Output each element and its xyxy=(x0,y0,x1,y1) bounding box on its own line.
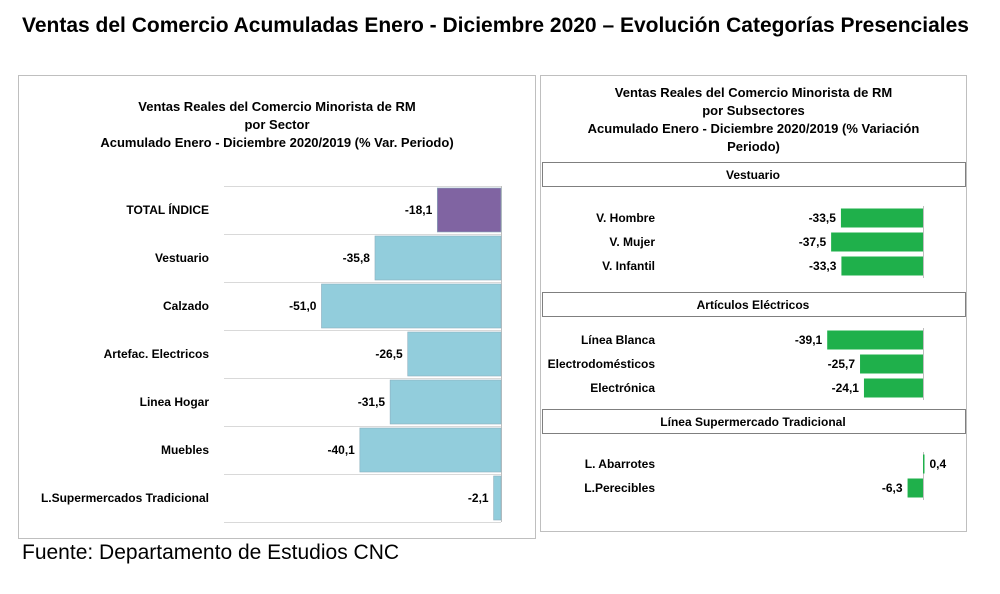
subsector-chart-title-line: por Subsectores xyxy=(702,103,805,118)
category-label: Electrónica xyxy=(590,381,655,395)
subsector-bar xyxy=(860,354,923,374)
subsector-chart-title-line: Acumulado Enero - Diciembre 2020/2019 (%… xyxy=(587,121,920,136)
category-label: Línea Blanca xyxy=(581,333,655,347)
category-label: L.Perecibles xyxy=(584,481,655,495)
sector-bar xyxy=(493,475,502,521)
sector-chart-title-line: Acumulado Enero - Diciembre 2020/2019 (%… xyxy=(100,135,454,150)
data-label: -40,1 xyxy=(327,443,355,457)
data-label: -2,1 xyxy=(468,491,489,505)
sector-chart-title-line: por Sector xyxy=(244,117,310,132)
category-label: Linea Hogar xyxy=(140,395,210,409)
group-header-box xyxy=(542,162,966,187)
category-label: V. Infantil xyxy=(602,259,655,273)
subsector-bar xyxy=(831,232,923,252)
source-note: Fuente: Departamento de Estudios CNC xyxy=(22,541,400,564)
subsector-bar xyxy=(863,378,923,398)
sector-bar xyxy=(321,283,502,329)
category-label: V. Hombre xyxy=(596,211,655,225)
data-label: -26,5 xyxy=(375,347,403,361)
data-label: -33,3 xyxy=(809,259,837,273)
subsector-bar xyxy=(923,454,925,474)
data-label: -37,5 xyxy=(799,235,827,249)
subsector-bar xyxy=(827,330,923,350)
category-label: Electrodomésticos xyxy=(548,357,656,371)
subsector-chart-title: Ventas Reales del Comercio Minorista de … xyxy=(541,84,966,156)
data-label: 0,4 xyxy=(930,457,947,471)
group-header-label: Línea Supermercado Tradicional xyxy=(660,415,845,429)
sector-bar xyxy=(389,379,502,425)
category-label: Calzado xyxy=(163,299,209,313)
category-label: Artefac. Electricos xyxy=(104,347,210,361)
sector-chart-title-line: Ventas Reales del Comercio Minorista de … xyxy=(138,99,416,114)
subsector-bar xyxy=(840,208,923,228)
data-label: -24,1 xyxy=(832,381,860,395)
category-label: Vestuario xyxy=(155,251,209,265)
data-label: -25,7 xyxy=(828,357,856,371)
group-header-box xyxy=(542,292,966,317)
subsector-chart-panel: Ventas Reales del Comercio Minorista de … xyxy=(540,75,967,532)
sector-bar xyxy=(359,427,502,473)
subsector-chart-title-line: Periodo) xyxy=(727,139,780,154)
subsector-bar xyxy=(841,256,923,276)
subsector-bar xyxy=(907,478,923,498)
subsector-chart-title-line: Ventas Reales del Comercio Minorista de … xyxy=(614,85,893,100)
sector-bar xyxy=(436,187,502,233)
category-label: L.Supermercados Tradicional xyxy=(41,491,209,505)
page-title: Ventas del Comercio Acumuladas Enero - D… xyxy=(22,14,969,37)
sector-chart-title: Ventas Reales del Comercio Minorista de … xyxy=(19,98,535,152)
data-label: -35,8 xyxy=(343,251,371,265)
sector-bar-chart: -18,1 TOTAL ÍNDICE -35,8 Vestuario -51,0 Calz… xyxy=(41,186,502,523)
sector-bar xyxy=(374,235,502,281)
data-label: -31,5 xyxy=(358,395,386,409)
data-label: -18,1 xyxy=(405,203,433,217)
data-label: -33,5 xyxy=(809,211,837,225)
category-label: TOTAL ÍNDICE xyxy=(126,202,209,217)
group-header-label: Vestuario xyxy=(726,168,780,182)
sector-bar xyxy=(407,331,502,377)
group-header-box xyxy=(542,409,966,434)
category-label: L. Abarrotes xyxy=(585,457,656,471)
sector-chart-panel: Ventas Reales del Comercio Minorista de … xyxy=(18,75,536,539)
group-header-label: Artículos Eléctricos xyxy=(697,298,810,312)
data-label: -51,0 xyxy=(289,299,317,313)
category-label: Muebles xyxy=(161,443,209,457)
category-label: V. Mujer xyxy=(609,235,655,249)
data-label: -39,1 xyxy=(795,333,823,347)
subsector-bar-chart: Vestuario -33,5 V. Hombre -37,5 V. Mujer -33,… xyxy=(542,162,966,500)
data-label: -6,3 xyxy=(882,481,903,495)
